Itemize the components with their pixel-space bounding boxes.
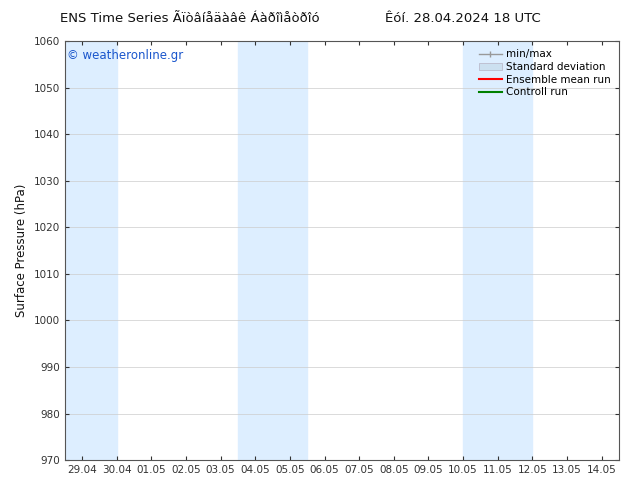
Bar [65,41,117,460]
Legend: min/max, Standard deviation, Ensemble mean run, Controll run: min/max, Standard deviation, Ensemble me… [476,46,614,100]
Bar [238,41,307,460]
Text: ENS Time Series Ãïòâíåäàâê Áàðîìåòðîó: ENS Time Series Ãïòâíåäàâê Áàðîìåòðîó [60,12,320,25]
Bar [463,41,533,460]
Text: Êóí. 28.04.2024 18 UTC: Êóí. 28.04.2024 18 UTC [385,12,541,25]
Y-axis label: Surface Pressure (hPa): Surface Pressure (hPa) [15,184,28,318]
Text: © weatheronline.gr: © weatheronline.gr [67,49,184,62]
